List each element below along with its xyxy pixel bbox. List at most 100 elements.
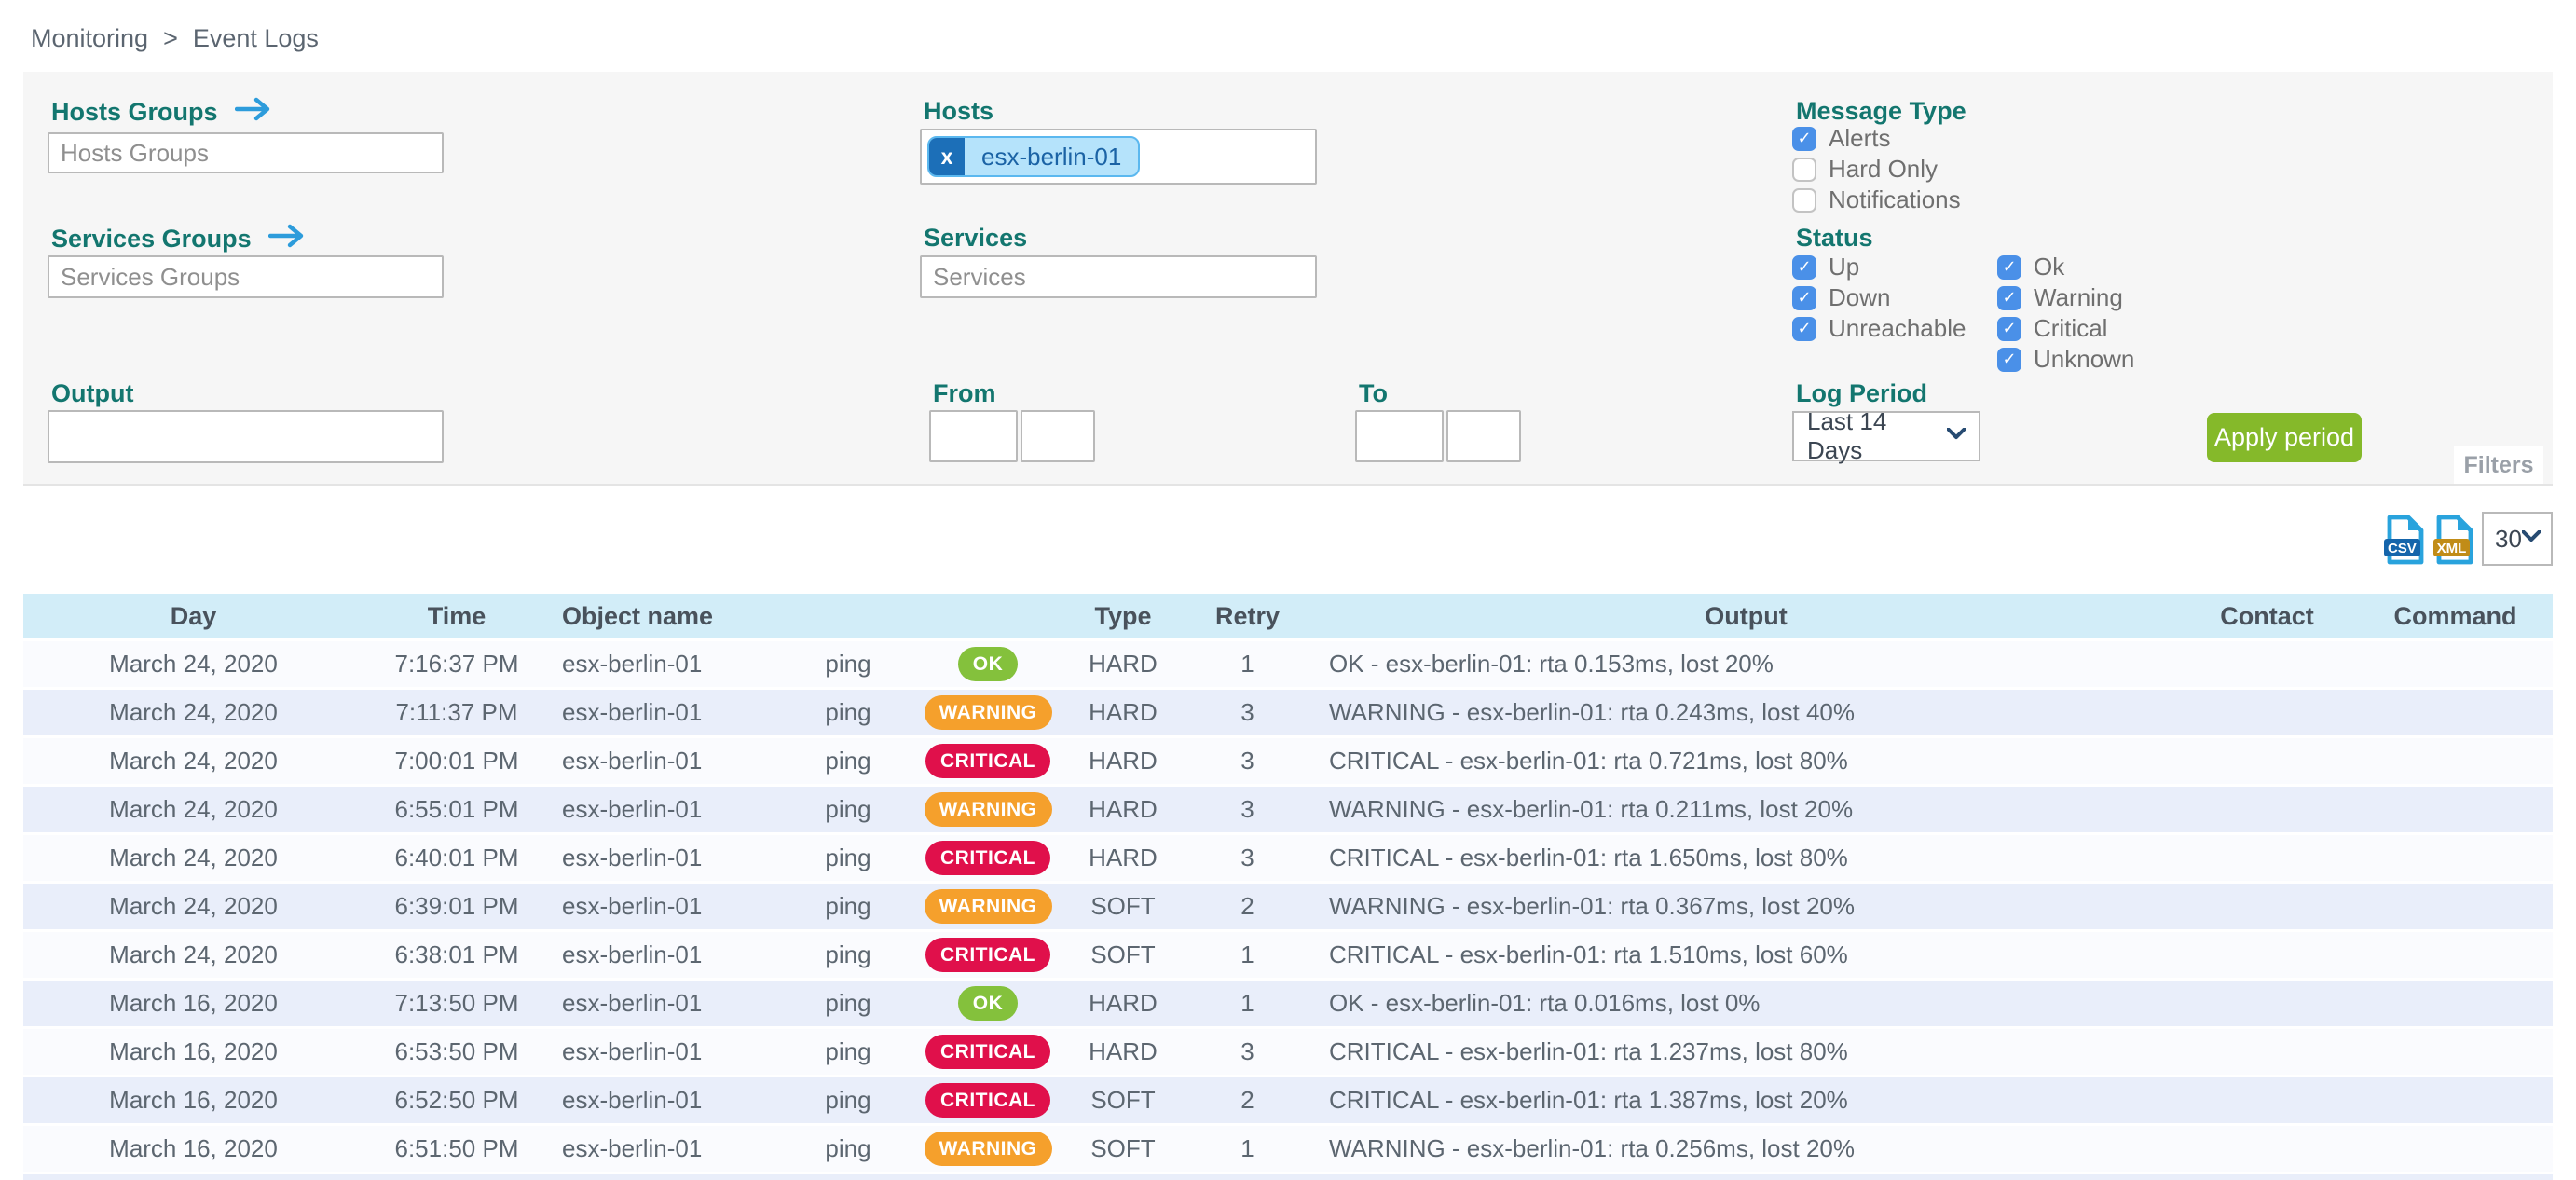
- cell-time: 6:55:01 PM: [394, 795, 519, 823]
- checkbox-label: Alerts: [1829, 124, 1891, 152]
- column-header-output[interactable]: Output: [1705, 601, 1788, 630]
- services-groups-arrow-icon[interactable]: [267, 224, 309, 254]
- from-time-input[interactable]: [1021, 410, 1095, 462]
- hosts-input[interactable]: x esx-berlin-01: [920, 129, 1317, 185]
- from-date-input[interactable]: [929, 410, 1018, 462]
- checkbox-down[interactable]: ✓ Down: [1792, 283, 1966, 311]
- checkbox-label: Notifications: [1829, 185, 1961, 213]
- cell-object-name: esx-berlin-01: [562, 1086, 703, 1114]
- to-date-input[interactable]: [1355, 410, 1444, 462]
- cell-time: 6:52:50 PM: [394, 1086, 519, 1114]
- to-time-input[interactable]: [1446, 410, 1521, 462]
- checkbox-critical[interactable]: ✓ Critical: [1997, 314, 2134, 342]
- cell-retry: 3: [1240, 698, 1254, 726]
- output-filter-input[interactable]: [48, 410, 444, 463]
- checkbox-box[interactable]: [1792, 157, 1816, 182]
- cell-type: SOFT: [1090, 1134, 1156, 1162]
- column-header-day[interactable]: Day: [170, 601, 217, 630]
- cell-time: 6:39:01 PM: [394, 892, 519, 920]
- checkbox-up[interactable]: ✓ Up: [1792, 253, 1966, 281]
- breadcrumb: Monitoring > Event Logs: [31, 24, 319, 53]
- column-header-object-name[interactable]: Object name: [562, 601, 714, 630]
- checkbox-ok[interactable]: ✓ Ok: [1997, 253, 2134, 281]
- cell-output: OK - esx-berlin-01: rta 0.153ms, lost 20…: [1329, 650, 1774, 678]
- cell-retry: 3: [1240, 1037, 1254, 1065]
- event-row: March 24, 2020 7:00:01 PM esx-berlin-01 …: [23, 738, 2553, 784]
- event-row: March 24, 2020 7:11:37 PM esx-berlin-01 …: [23, 690, 2553, 735]
- cell-output: CRITICAL - esx-berlin-01: rta 1.650ms, l…: [1329, 844, 1848, 871]
- breadcrumb-event-logs[interactable]: Event Logs: [192, 24, 319, 52]
- column-header-command[interactable]: Command: [2393, 601, 2517, 630]
- hosts-groups-label: Hosts Groups: [48, 97, 276, 128]
- column-header-time[interactable]: Time: [427, 601, 486, 630]
- hosts-groups-input[interactable]: [48, 132, 444, 173]
- checkbox-box[interactable]: ✓: [1792, 254, 1816, 280]
- checkbox-box[interactable]: ✓: [1997, 347, 2021, 372]
- cell-object-name: esx-berlin-01: [562, 747, 703, 775]
- cell-retry: 2: [1240, 1086, 1254, 1114]
- next-row-sliver: [23, 1174, 2553, 1180]
- event-row: March 16, 2020 6:51:50 PM esx-berlin-01 …: [23, 1126, 2553, 1172]
- message-type-checklist: ✓ Alerts Hard Only Notifications: [1792, 124, 1961, 213]
- checkbox-box[interactable]: ✓: [1792, 126, 1816, 151]
- cell-output: CRITICAL - esx-berlin-01: rta 1.510ms, l…: [1329, 940, 1848, 968]
- cell-day: March 16, 2020: [109, 1134, 278, 1162]
- checkbox-unreachable[interactable]: ✓ Unreachable: [1792, 314, 1966, 342]
- checkbox-box[interactable]: ✓: [1997, 285, 2021, 310]
- cell-object-name: esx-berlin-01: [562, 1134, 703, 1162]
- breadcrumb-monitoring[interactable]: Monitoring: [31, 24, 149, 52]
- cell-day: March 24, 2020: [109, 892, 278, 920]
- cell-day: March 16, 2020: [109, 1086, 278, 1114]
- checkbox-label: Hard Only: [1829, 155, 1939, 183]
- chevron-down-icon: [2521, 529, 2542, 547]
- checkbox-alerts[interactable]: ✓ Alerts: [1792, 124, 1961, 152]
- hosts-groups-arrow-icon[interactable]: [234, 97, 276, 128]
- checkbox-hard-only[interactable]: Hard Only: [1792, 155, 1961, 183]
- filters-tab[interactable]: Filters: [2454, 446, 2543, 484]
- checkbox-box[interactable]: ✓: [1997, 316, 2021, 341]
- checkbox-warning[interactable]: ✓ Warning: [1997, 283, 2134, 311]
- page-size-select[interactable]: 30: [2482, 512, 2553, 566]
- log-period-select[interactable]: Last 14 Days: [1792, 407, 1980, 464]
- cell-retry: 1: [1240, 940, 1254, 968]
- cell-time: 6:53:50 PM: [394, 1037, 519, 1065]
- checkbox-box[interactable]: [1792, 187, 1816, 213]
- checkbox-box[interactable]: ✓: [1997, 254, 2021, 280]
- cell-object-name: esx-berlin-01: [562, 989, 703, 1017]
- svg-text:XML: XML: [2437, 541, 2467, 556]
- cell-type: SOFT: [1090, 1086, 1156, 1114]
- checkbox-notifications[interactable]: Notifications: [1792, 185, 1961, 213]
- services-groups-input[interactable]: [48, 255, 444, 298]
- cell-day: March 24, 2020: [109, 844, 278, 871]
- chip-remove-button[interactable]: x: [929, 138, 965, 175]
- cell-type: SOFT: [1090, 940, 1156, 968]
- cell-service: ping: [825, 795, 871, 823]
- cell-time: 7:16:37 PM: [394, 650, 519, 678]
- cell-output: WARNING - esx-berlin-01: rta 0.367ms, lo…: [1329, 892, 1855, 920]
- cell-object-name: esx-berlin-01: [562, 795, 703, 823]
- cell-service: ping: [825, 1086, 871, 1114]
- cell-output: OK - esx-berlin-01: rta 0.016ms, lost 0%: [1329, 989, 1761, 1017]
- column-header-retry[interactable]: Retry: [1214, 601, 1281, 630]
- cell-retry: 3: [1240, 747, 1254, 775]
- checkbox-label: Critical: [2034, 314, 2108, 342]
- apply-period-button[interactable]: Apply period: [2207, 413, 2362, 462]
- cell-time: 7:00:01 PM: [394, 747, 519, 775]
- checkbox-box[interactable]: ✓: [1792, 316, 1816, 341]
- cell-output: WARNING - esx-berlin-01: rta 0.256ms, lo…: [1329, 1134, 1855, 1162]
- xml-export-icon[interactable]: XML: [2432, 515, 2475, 569]
- cell-time: 6:40:01 PM: [394, 844, 519, 871]
- column-header-type[interactable]: Type: [1094, 601, 1152, 630]
- csv-export-icon[interactable]: CSV: [2383, 515, 2426, 569]
- cell-time: 7:13:50 PM: [394, 989, 519, 1017]
- cell-type: HARD: [1089, 747, 1158, 775]
- services-groups-label: Services Groups: [48, 224, 309, 254]
- services-input[interactable]: [920, 255, 1317, 298]
- cell-retry: 1: [1240, 650, 1254, 678]
- checkbox-unknown[interactable]: ✓ Unknown: [1997, 345, 2134, 373]
- event-row: March 16, 2020 7:13:50 PM esx-berlin-01 …: [23, 981, 2553, 1026]
- column-header-contact[interactable]: Contact: [2220, 601, 2314, 630]
- cell-day: March 24, 2020: [109, 795, 278, 823]
- checkbox-box[interactable]: ✓: [1792, 285, 1816, 310]
- status-checklist-host: ✓ Up ✓ Down ✓ Unreachable: [1792, 253, 1966, 342]
